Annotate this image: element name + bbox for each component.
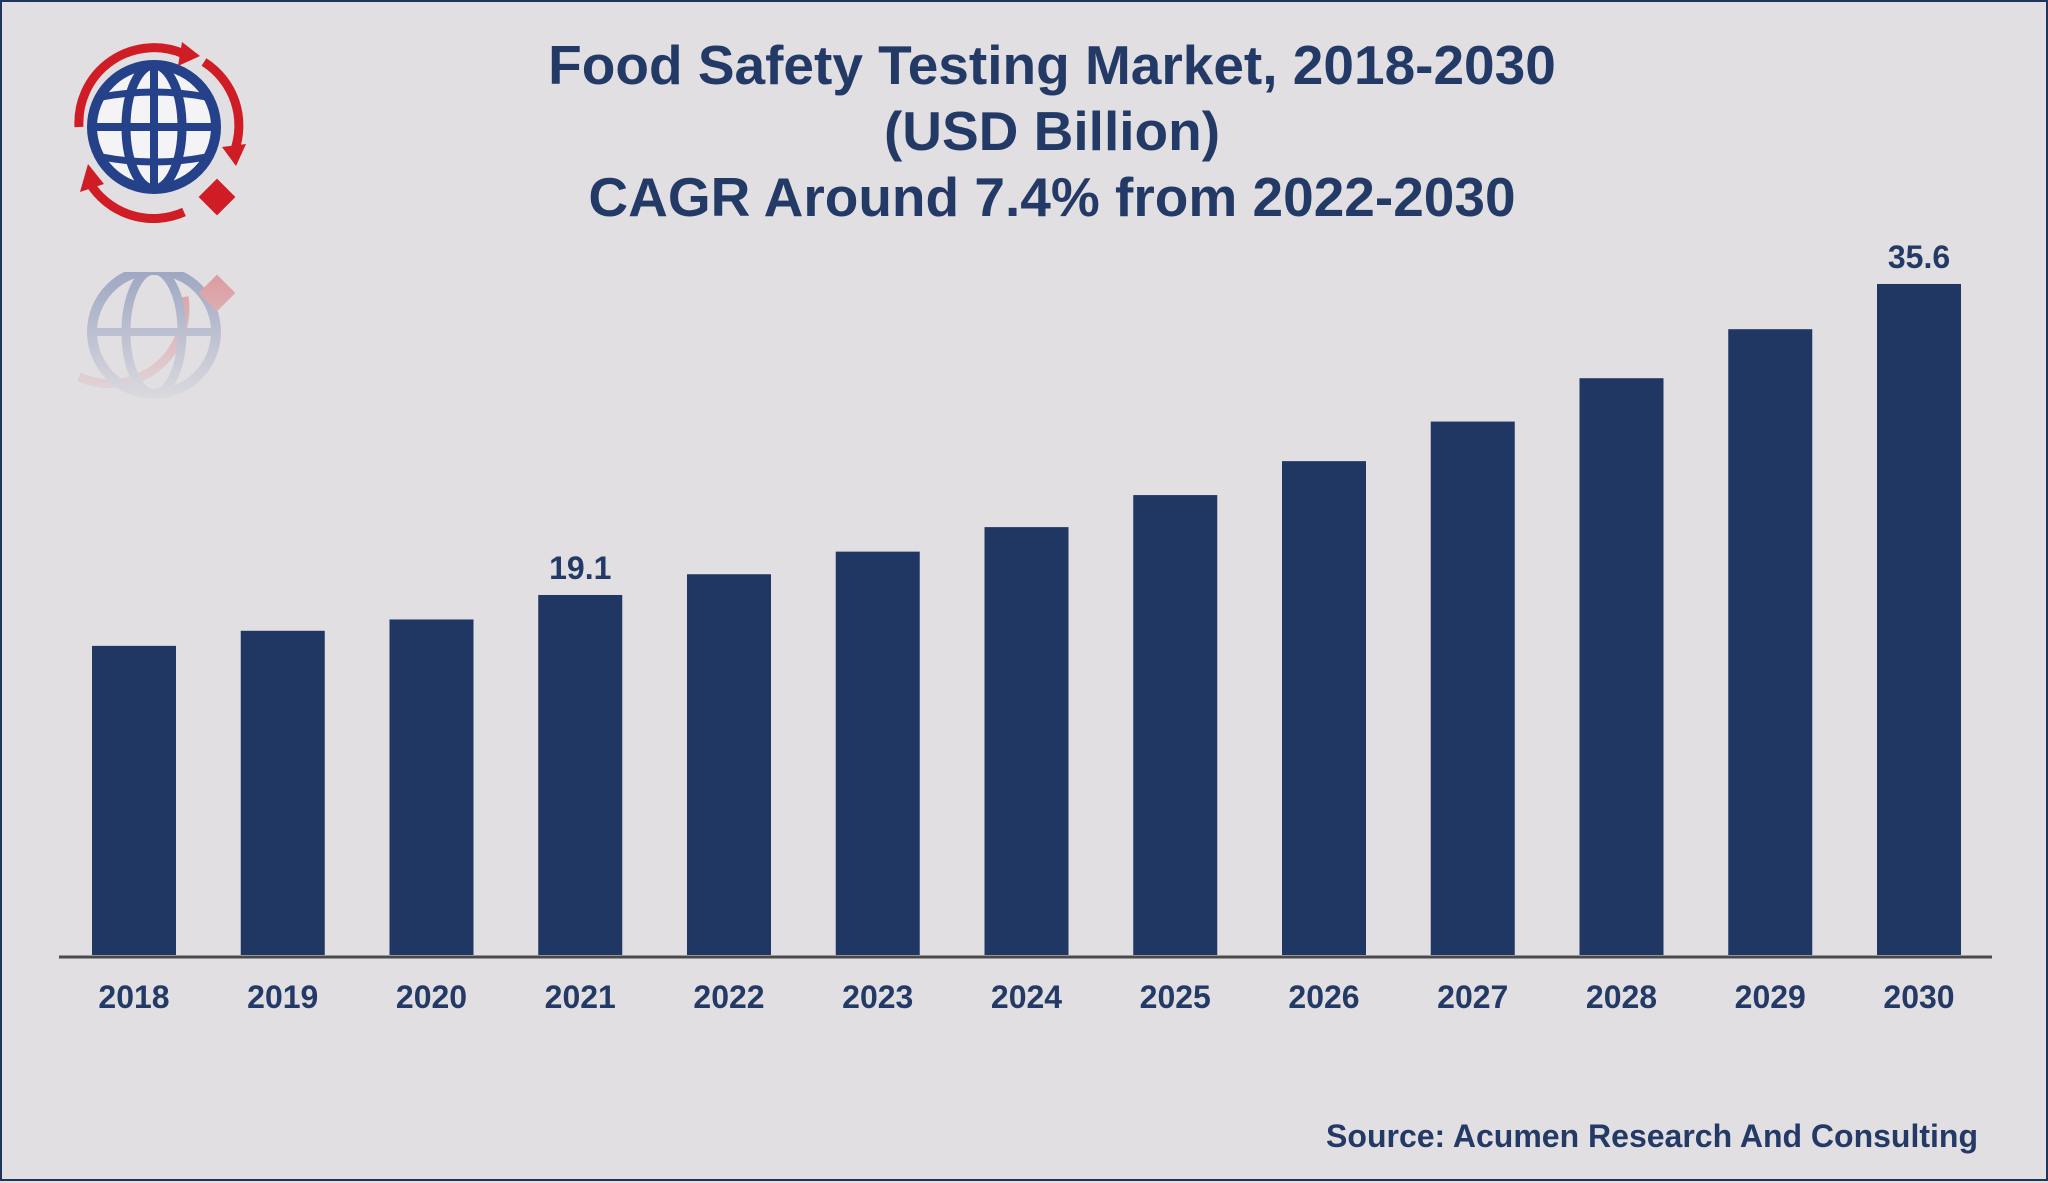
x-tick-label-2028: 2028 xyxy=(1586,979,1657,1015)
source-note: Source: Acumen Research And Consulting xyxy=(1326,1118,1978,1154)
bar-2024 xyxy=(984,527,1069,955)
data-label-2030: 35.6 xyxy=(1888,239,1950,275)
x-tick-labels-group: 2018 2019 2020 2021 2022 2023 2024 2025 2026 2027… xyxy=(98,979,1954,1015)
bar-2030 xyxy=(1877,283,1961,956)
bars-group xyxy=(92,283,1961,956)
chart-subtitle-cagr: CAGR Around 7.4% from 2022-2030 xyxy=(588,166,1516,228)
bar-2028 xyxy=(1579,378,1664,956)
x-tick-label-2019: 2019 xyxy=(247,979,318,1015)
bar-2020 xyxy=(389,619,474,955)
logo-reflection-icon xyxy=(77,272,236,399)
x-tick-label-2024: 2024 xyxy=(991,979,1062,1015)
x-tick-label-2021: 2021 xyxy=(545,979,616,1015)
bar-2029 xyxy=(1728,329,1813,955)
x-tick-label-2018: 2018 xyxy=(98,979,169,1015)
bar-2026 xyxy=(1282,461,1366,955)
bar-2023 xyxy=(835,551,920,955)
x-tick-label-2030: 2030 xyxy=(1883,979,1954,1015)
x-tick-label-2022: 2022 xyxy=(693,979,764,1015)
x-tick-label-2027: 2027 xyxy=(1437,979,1508,1015)
data-labels-group: 19.1 35.6 xyxy=(549,239,1950,586)
chart-title: Food Safety Testing Market, 2018-2030 xyxy=(548,34,1556,96)
bar-2027 xyxy=(1430,421,1515,955)
bar-2018 xyxy=(92,645,176,955)
data-label-2021: 19.1 xyxy=(549,550,611,586)
chart-subtitle-units: (USD Billion) xyxy=(883,100,1221,162)
bar-2021 xyxy=(538,594,623,955)
x-tick-label-2020: 2020 xyxy=(396,979,467,1015)
x-tick-label-2023: 2023 xyxy=(842,979,913,1015)
x-tick-label-2029: 2029 xyxy=(1735,979,1806,1015)
x-tick-label-2026: 2026 xyxy=(1288,979,1359,1015)
bar-2019 xyxy=(240,630,325,955)
globe-logo-icon xyxy=(74,42,246,223)
bar-2022 xyxy=(687,574,771,955)
x-tick-label-2025: 2025 xyxy=(1140,979,1211,1015)
bar-2025 xyxy=(1133,495,1218,955)
